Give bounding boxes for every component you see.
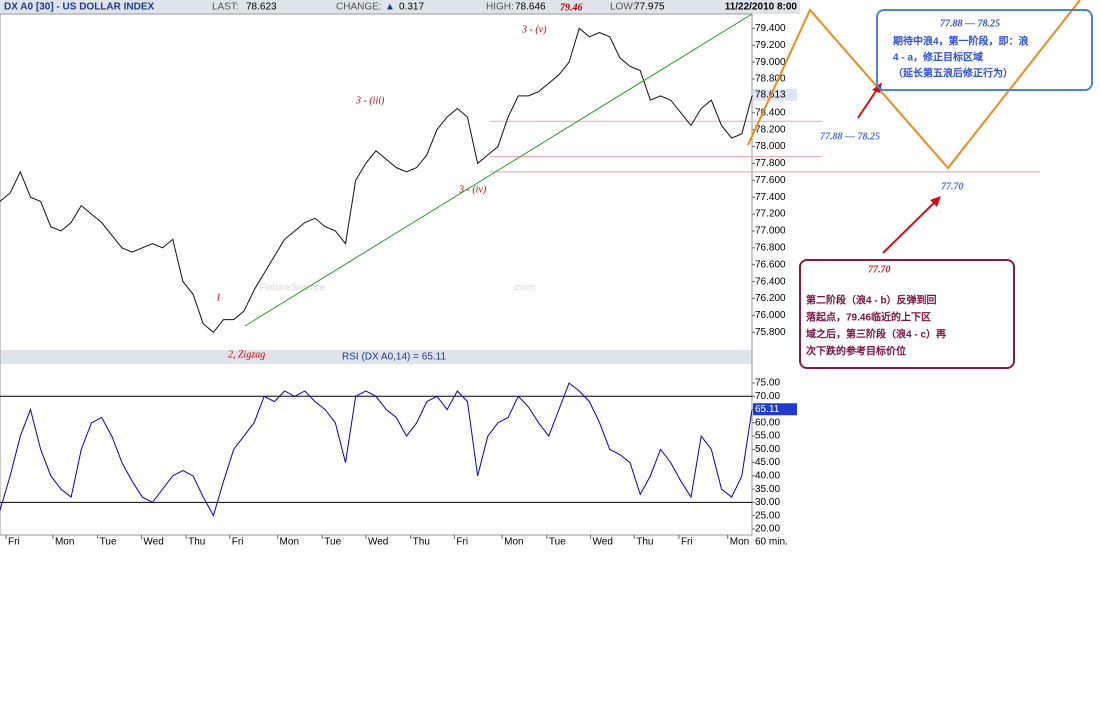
y-tick-label: 35.00: [755, 484, 780, 495]
last-label: LAST:: [212, 2, 239, 13]
x-tick-label: Tue: [549, 537, 566, 548]
header-datetime: 11/22/2010 8:00: [725, 2, 798, 13]
x-tick-label: Wed: [593, 537, 613, 548]
last-value-box: [753, 403, 797, 416]
series-line: [0, 27, 753, 333]
target-label: 77.70: [941, 181, 964, 192]
wave-label: 3 - (iii): [355, 95, 385, 106]
low-label: LOW:: [610, 2, 635, 13]
y-tick-label: 77.600: [755, 175, 786, 186]
note-line: 77.88 — 78.25: [940, 18, 1000, 29]
note-line: 落起点，79.46临近的上下区: [806, 311, 931, 324]
y-tick-label: 25.00: [755, 510, 780, 521]
y-tick-label: 78.200: [755, 124, 786, 135]
y-tick-label: 78.800: [755, 74, 786, 85]
x-tick-label: Mon: [730, 537, 749, 548]
y-tick-label: 75.800: [755, 327, 786, 338]
high-label: HIGH:: [486, 2, 514, 13]
header-title: DX A0 [30] - US DOLLAR INDEX: [4, 2, 155, 13]
low-value: 77.975: [634, 2, 665, 13]
wave-label: 3 - (v): [521, 24, 547, 35]
change-value: 0.317: [399, 2, 424, 13]
change-arrow: ▲: [385, 2, 395, 13]
x-tick-label: Thu: [636, 537, 653, 548]
series-line: [0, 382, 753, 517]
y-tick-label: 45.00: [755, 457, 780, 468]
wave-label: 3 - (iv): [458, 184, 487, 195]
x-tick-label: Thu: [413, 537, 430, 548]
note-line: 域之后，第三阶段（浪4 - c）再: [806, 328, 946, 341]
x-tick-label: Fri: [681, 537, 693, 548]
projection-path: [747, 0, 1081, 170]
high-value: 78.646: [515, 2, 546, 13]
arrow-head: [930, 196, 941, 207]
y-tick-label: 55.00: [755, 431, 780, 442]
x-tick-label: Tue: [324, 537, 341, 548]
y-tick-label: 76.200: [755, 293, 786, 304]
peak-label: 79.46: [560, 2, 583, 13]
x-tick-label: Fri: [232, 537, 244, 548]
arrow: [882, 198, 939, 254]
panel-title: RSI (DX A0,14) = 65.11: [342, 352, 446, 363]
note-line: （延长第五浪后修正行为）: [893, 67, 1013, 80]
last-value-label: 65.11: [755, 404, 780, 415]
x-tick-label: Wed: [368, 537, 388, 548]
y-tick-label: 70.00: [755, 391, 780, 402]
y-tick-label: 77.800: [755, 158, 786, 169]
watermark-suffix: .com: [512, 283, 535, 294]
y-tick-label: 76.000: [755, 310, 786, 321]
note-text: 77.70 第二阶段（浪4 - b）反弹到回 落起点，79.46临近的上下区 域…: [806, 264, 946, 357]
y-tick-label: 76.400: [755, 276, 786, 287]
arrow-head: [872, 82, 882, 93]
note-line: 4 - a，修正目标区域: [893, 51, 983, 64]
y-tick-label: 75.00: [755, 378, 780, 389]
x-tick-label: Tue: [100, 537, 117, 548]
note-title: 77.70: [868, 264, 891, 275]
note-box: [799, 259, 1015, 369]
x-tick-label: Fri: [8, 537, 20, 548]
y-tick-label: 79.000: [755, 57, 786, 68]
header-bar: [0, 0, 800, 14]
y-tick-label: 40.00: [755, 470, 780, 481]
y-tick-label: 79.400: [755, 23, 786, 34]
last-value-box: [753, 88, 797, 101]
x-tick-label: Mon: [504, 537, 523, 548]
y-tick-label: 30.00: [755, 497, 780, 508]
trend-line: [244, 13, 753, 327]
y-tick-label: 77.400: [755, 192, 786, 203]
x-tick-label: Fri: [456, 537, 468, 548]
x-tick-label: Mon: [55, 537, 74, 548]
last-value: 78.623: [246, 2, 277, 13]
panel-separator: [0, 350, 752, 364]
note-line: 期待中浪4，第一阶段，即：浪: [893, 35, 1029, 48]
wave-label: 2, Zigzag: [228, 349, 265, 360]
y-tick-label: 60.00: [755, 417, 780, 428]
watermark: FutureSource: [260, 283, 325, 294]
y-tick-label: 77.000: [755, 226, 786, 237]
x-unit: 60 min.: [755, 537, 788, 548]
y-tick-label: 76.800: [755, 242, 786, 253]
plot-frame: [0, 13, 753, 536]
note-box: [876, 9, 1093, 91]
wave-label: 1: [216, 292, 221, 303]
y-tick-label: 78.000: [755, 141, 786, 152]
y-tick-label: 50.00: [755, 444, 780, 455]
y-tick-label: 76.600: [755, 259, 786, 270]
y-tick-label: 79.200: [755, 40, 786, 51]
y-tick-label: 78.400: [755, 107, 786, 118]
x-tick-label: Mon: [280, 537, 299, 548]
zone-label: 77.88 — 78.25: [820, 131, 880, 142]
note-line: 次下跌的参考目标价位: [806, 345, 906, 358]
y-tick-label: 20.00: [755, 524, 780, 535]
change-label: CHANGE:: [336, 2, 382, 13]
y-tick-label: 77.200: [755, 209, 786, 220]
x-tick-label: Wed: [143, 537, 163, 548]
x-tick-label: Thu: [188, 537, 205, 548]
note-text: 77.88 — 78.25 期待中浪4，第一阶段，即：浪 4 - a，修正目标区…: [893, 18, 1029, 79]
note-line: 第二阶段（浪4 - b）反弹到回: [806, 294, 937, 307]
